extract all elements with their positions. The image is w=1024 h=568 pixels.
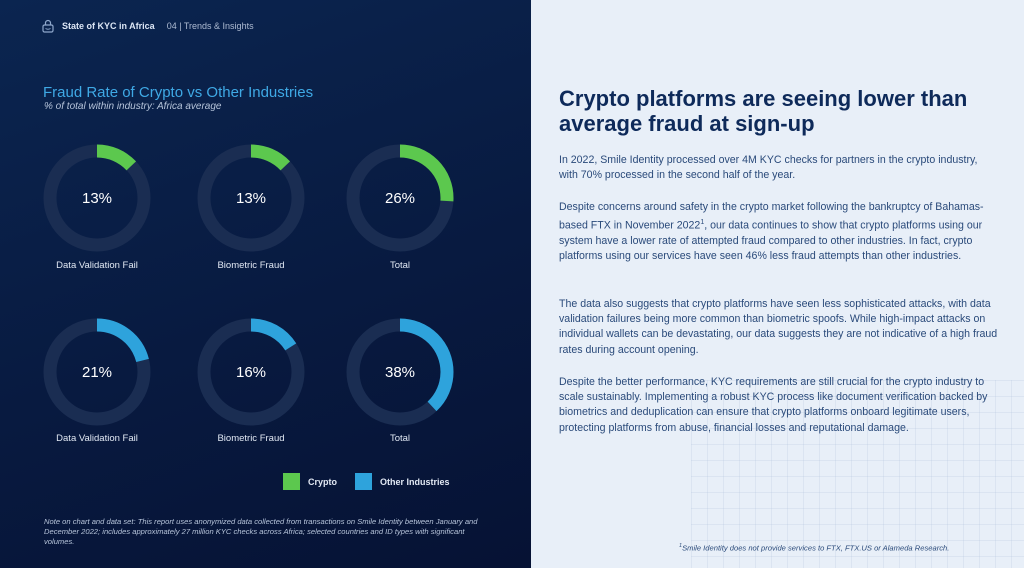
legend-swatch-other: [355, 473, 372, 490]
donut-arc: [346, 144, 454, 252]
donut-arc: [43, 318, 151, 426]
donut-arc: [197, 144, 305, 252]
footnote-ref: 1: [700, 219, 705, 227]
legend-label: Other Industries: [380, 476, 450, 487]
section-label: 04 | Trends & Insights: [166, 21, 254, 31]
article-headline: Crypto platforms are seeing lower than a…: [559, 86, 968, 136]
donut-arc: [43, 144, 151, 252]
donut-category-label: Data Validation Fail: [56, 433, 138, 444]
paragraph-1: In 2022, Smile Identity processed over 4…: [559, 154, 978, 182]
donut-chart: [43, 318, 151, 426]
paragraph-2-text-cont: , our data continues to show that crypto…: [559, 219, 983, 263]
legend-item-crypto: Crypto: [283, 473, 337, 490]
grid-background: [691, 380, 1024, 568]
donut-category-label: Total: [389, 433, 411, 444]
donut-category-label: Total: [389, 260, 411, 271]
donut-crypto-biometric: 13%: [197, 144, 305, 252]
donut-other-biometric: 16%: [197, 318, 305, 426]
paragraph-2-text: Despite concerns around safety in the cr…: [559, 201, 984, 232]
paragraph-4: Despite the better performance, KYC requ…: [559, 376, 988, 434]
paragraph-3: The data also suggests that crypto platf…: [559, 298, 998, 356]
article-panel: Crypto platforms are seeing lower than a…: [531, 0, 1024, 568]
donut-other-data-validation: 21%: [43, 318, 151, 426]
report-title: State of KYC in Africa: [62, 21, 155, 31]
donut-arc: [197, 318, 305, 426]
footnote: 1Smile Identity does not provide service…: [679, 543, 949, 553]
donut-chart: [197, 318, 305, 426]
donut-arc: [346, 318, 454, 426]
chart-panel: State of KYC in Africa 04 | Trends & Ins…: [0, 0, 531, 568]
donut-value: 38%: [384, 363, 416, 381]
legend-label: Crypto: [308, 476, 337, 487]
lock-icon: [42, 19, 54, 33]
legend-swatch-crypto: [283, 473, 300, 490]
donut-value: 16%: [235, 363, 267, 381]
donut-chart: [43, 144, 151, 252]
page-header: State of KYC in Africa 04 | Trends & Ins…: [42, 19, 254, 33]
donut-category-label: Biometric Fraud: [217, 260, 285, 271]
donut-category-label: Data Validation Fail: [56, 260, 138, 271]
donut-chart: [346, 144, 454, 252]
donut-chart: [346, 318, 454, 426]
donut-value: 26%: [384, 189, 416, 207]
data-note: Note on chart and data set: This report …: [44, 517, 478, 546]
donut-chart: [197, 144, 305, 252]
donut-value: 13%: [81, 189, 113, 207]
chart-subtitle: % of total within industry: Africa avera…: [44, 101, 222, 112]
footnote-marker: 1: [679, 543, 683, 549]
legend-item-other: Other Industries: [355, 473, 450, 490]
donut-value: 21%: [81, 363, 113, 381]
donut-value: 13%: [235, 189, 267, 207]
donut-category-label: Biometric Fraud: [217, 433, 285, 444]
footnote-text: Smile Identity does not provide services…: [682, 543, 950, 553]
donut-other-total: 38%: [346, 318, 454, 426]
donut-crypto-data-validation: 13%: [43, 144, 151, 252]
chart-title: Fraud Rate of Crypto vs Other Industries: [43, 84, 314, 101]
donut-crypto-total: 26%: [346, 144, 454, 252]
paragraph-2: Despite concerns around safety in the cr…: [559, 200, 999, 264]
